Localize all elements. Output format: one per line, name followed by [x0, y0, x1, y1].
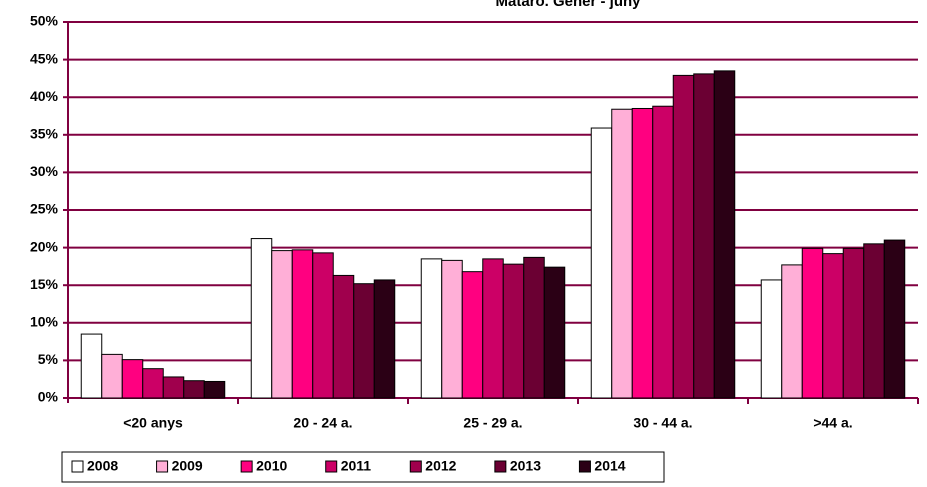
y-tick-label: 40%	[30, 88, 59, 104]
y-tick-label: 25%	[30, 201, 59, 217]
chart-title: Mataró. Gener - juny	[495, 0, 641, 10]
bar	[121, 359, 144, 399]
bar	[822, 253, 844, 399]
bar	[693, 73, 715, 399]
legend-label: 2014	[594, 458, 625, 474]
bar	[672, 74, 695, 399]
bar	[590, 127, 613, 399]
bar	[502, 263, 525, 399]
bar	[183, 380, 205, 399]
bar	[80, 333, 103, 399]
bar	[523, 256, 545, 399]
legend-label: 2008	[87, 458, 118, 474]
bar	[781, 264, 803, 399]
bar	[652, 105, 674, 399]
bar	[441, 259, 463, 399]
x-tick-label: <20 anys	[123, 415, 183, 431]
y-tick-label: 5%	[38, 351, 59, 367]
legend-label: 2010	[256, 458, 287, 474]
bar	[250, 238, 273, 399]
bar	[863, 243, 885, 399]
y-tick-label: 10%	[30, 314, 59, 330]
bar	[373, 279, 396, 399]
legend-swatch	[494, 460, 507, 473]
legend-label: 2011	[341, 458, 372, 474]
y-tick-label: 0%	[38, 389, 59, 405]
bar	[842, 247, 865, 399]
bar	[142, 368, 164, 399]
y-tick-label: 20%	[30, 238, 59, 254]
bar	[631, 107, 654, 399]
y-tick-label: 45%	[30, 50, 59, 66]
bar	[162, 376, 185, 399]
legend-label: 2009	[172, 458, 203, 474]
bar	[312, 252, 334, 399]
legend-swatch	[240, 460, 253, 473]
bar	[543, 266, 566, 399]
bar	[801, 247, 824, 399]
bar	[271, 250, 293, 399]
legend-label: 2013	[510, 458, 541, 474]
bar	[883, 239, 906, 399]
y-tick-label: 30%	[30, 163, 59, 179]
y-tick-label: 50%	[30, 13, 59, 29]
bar	[420, 258, 443, 399]
legend-swatch	[156, 460, 169, 473]
x-tick-label: 20 - 24 a.	[293, 415, 352, 431]
x-tick-label: 25 - 29 a.	[463, 415, 522, 431]
bar	[101, 353, 123, 399]
bar	[482, 258, 504, 399]
legend-swatch	[578, 460, 591, 473]
legend-swatch	[325, 460, 338, 473]
bar	[760, 279, 783, 399]
y-tick-label: 15%	[30, 276, 59, 292]
bar	[611, 108, 633, 399]
bar	[291, 249, 314, 399]
bar	[461, 271, 484, 399]
bar	[203, 380, 226, 399]
x-tick-label: 30 - 44 a.	[633, 415, 692, 431]
legend-swatch	[71, 460, 84, 473]
bar	[332, 274, 355, 399]
bar	[713, 70, 736, 399]
y-tick-label: 35%	[30, 126, 59, 142]
x-tick-label: >44 a.	[813, 415, 852, 431]
legend-swatch	[409, 460, 422, 473]
legend-label: 2012	[425, 458, 456, 474]
bar	[353, 283, 375, 399]
